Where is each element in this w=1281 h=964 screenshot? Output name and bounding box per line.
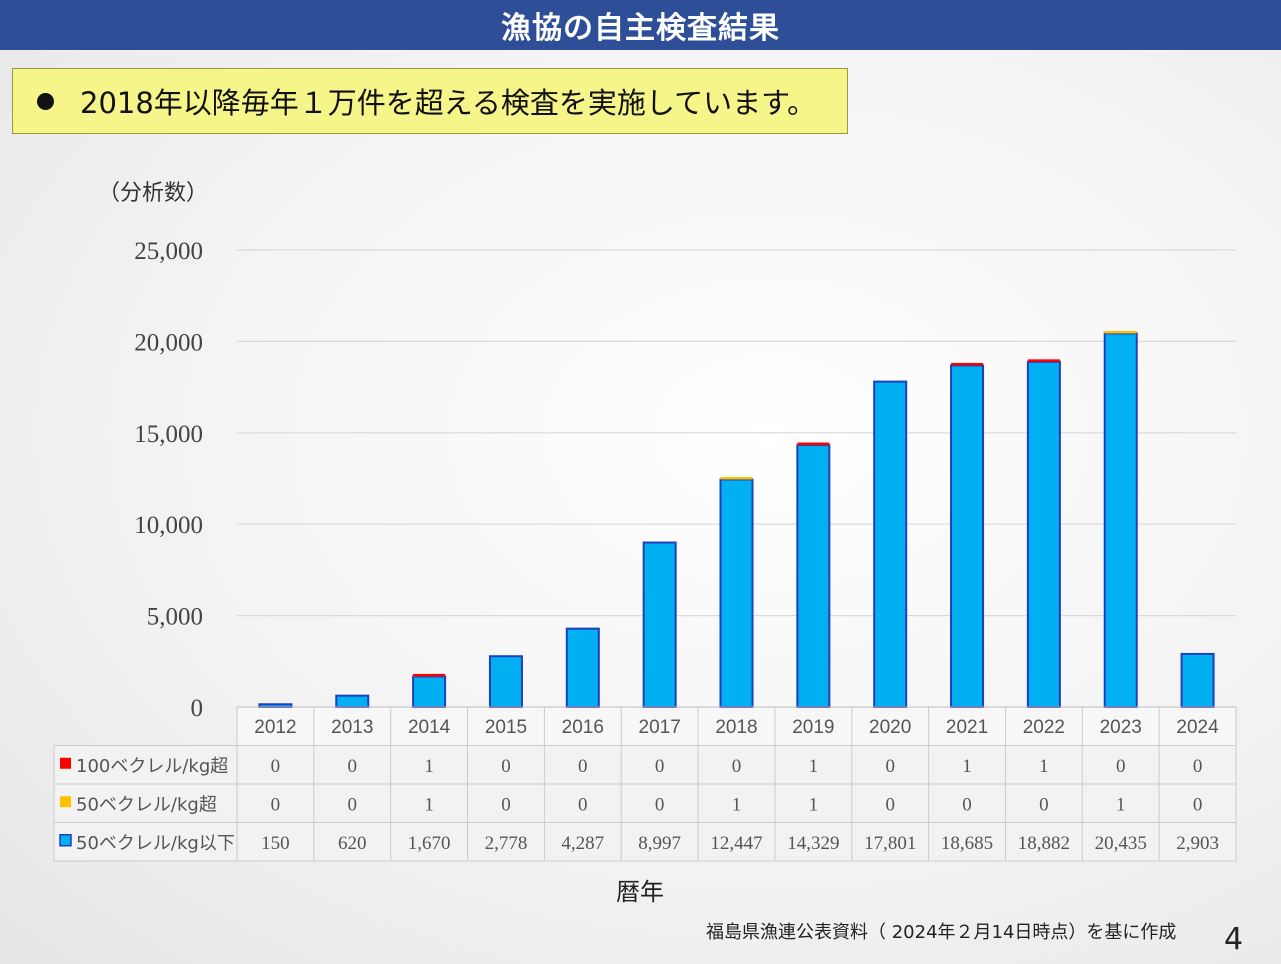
y-axis-unit-label: （分析数） [98,181,209,206]
data-label: 620 [338,833,367,854]
data-label: 150 [261,833,290,854]
legend-swatch [60,796,71,808]
y-tick-label: 0 [191,695,204,722]
bar [719,478,754,708]
x-axis-label: 暦年 [616,878,664,906]
page-number: 4 [1224,922,1244,957]
bar [1104,330,1137,334]
bullet-icon [37,92,54,110]
y-tick-label: 20,000 [134,329,203,356]
data-label: 17,801 [864,833,916,854]
data-label: 0 [578,756,588,777]
data-label: 1 [424,756,434,777]
bar [873,380,908,708]
data-label: 0 [962,794,972,815]
x-tick-label: 2024 [1176,717,1219,738]
data-label: 4,287 [561,833,604,854]
slide-title-text: 漁協の自主検査結果 [501,11,780,46]
data-label: 14,329 [787,833,839,854]
data-label: 1 [1116,794,1126,815]
callout-text: 2018年以降毎年１万件を超える検査を実施しています。 [80,86,817,120]
data-label: 1 [424,794,434,815]
data-label: 0 [655,794,665,815]
data-label: 0 [1193,794,1203,815]
bar [642,541,677,709]
bar [1027,359,1060,362]
x-tick-label: 2023 [1100,717,1142,738]
bar [413,673,446,677]
y-tick-label: 10,000 [134,512,203,539]
x-tick-label: 2019 [792,717,834,738]
data-label: 2,903 [1176,833,1219,854]
data-label: 0 [348,756,358,777]
bar [950,364,985,708]
y-tick-label: 25,000 [134,238,203,265]
legend-label: 50ベクレル/kg以下 [76,833,235,854]
bar [797,442,830,446]
x-tick-label: 2020 [869,717,911,738]
data-label: 0 [271,756,281,777]
data-label: 8,997 [638,833,681,854]
x-tick-label: 2012 [254,717,296,738]
data-label: 1,670 [408,833,451,854]
data-table-body [53,745,1237,862]
slide-title: 漁協の自主検査結果 [0,0,1281,50]
x-tick-label: 2013 [331,717,373,738]
source-note: 福島県漁連公表資料（ 2024年２月14日時点）を基に作成 [706,922,1177,943]
data-label: 0 [271,794,281,815]
x-tick-label: 2017 [639,717,681,738]
data-label: 0 [578,794,588,815]
data-label: 12,447 [710,833,762,854]
y-tick-label: 5,000 [147,604,203,631]
data-label: 20,435 [1095,833,1147,854]
data-label: 1 [809,794,819,815]
bar [565,627,600,709]
bar [335,694,370,708]
bar [412,675,447,709]
bar [1180,652,1215,709]
legend-label: 50ベクレル/kg超 [76,794,217,815]
x-tick-label: 2021 [946,717,988,738]
data-label: 0 [1039,794,1049,815]
x-tick-label: 2016 [562,717,604,738]
legend-swatch [59,834,72,847]
data-label: 0 [501,794,511,815]
bar [1103,332,1138,708]
y-tick-label: 15,000 [134,421,203,448]
data-label: 1 [962,756,972,777]
data-label: 18,685 [941,833,993,854]
x-tick-label: 2022 [1023,717,1065,738]
data-label: 18,882 [1018,833,1070,854]
bar [951,362,984,366]
callout-box: 2018年以降毎年１万件を超える検査を実施しています。 [12,68,848,134]
bar [720,476,753,480]
data-label: 0 [1116,756,1126,777]
bar [796,444,831,708]
data-label: 0 [885,794,895,815]
data-label: 1 [1039,756,1049,777]
x-tick-label: 2014 [408,717,451,738]
data-label: 1 [809,756,819,777]
data-label: 0 [1193,756,1203,777]
data-label: 0 [885,756,895,777]
x-tick-label: 2015 [485,717,527,738]
legend-swatch [60,757,71,769]
bar [488,655,523,708]
data-label: 0 [732,756,742,777]
data-label: 1 [732,794,742,815]
legend-label: 100ベクレル/kg超 [76,756,228,777]
data-label: 0 [655,756,665,777]
x-tick-label: 2018 [715,717,757,738]
data-label: 0 [348,794,358,815]
data-label: 2,778 [485,833,528,854]
bar [1026,360,1061,708]
data-label: 0 [501,756,511,777]
